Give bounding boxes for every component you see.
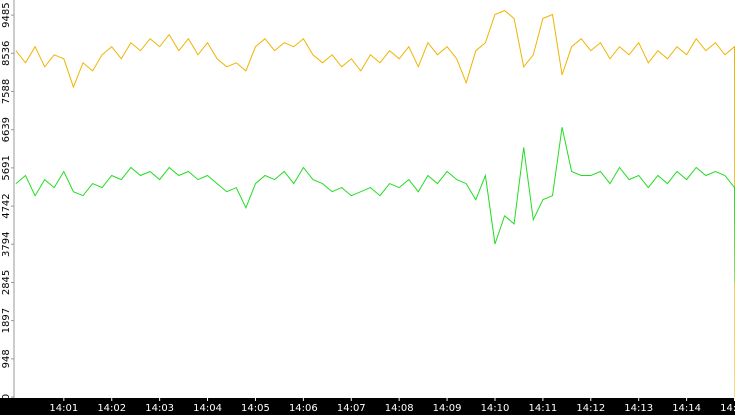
y-tick-label: 4742 [1, 193, 12, 218]
y-tick-label: 5691 [1, 155, 12, 180]
x-tick-label: 14:07 [337, 403, 366, 414]
x-tick-label: 14:12 [576, 403, 605, 414]
y-tick-label: 1897 [1, 308, 12, 333]
x-tick-label: 14:04 [193, 403, 222, 414]
y-tick-label: 0 [1, 394, 12, 400]
y-tick-label: 6639 [1, 117, 12, 142]
y-tick-label: 3794 [1, 232, 12, 257]
x-tick-label: 14:09 [433, 403, 462, 414]
x-tick-label: 14:14 [672, 403, 701, 414]
series-line [15, 127, 735, 284]
x-axis-band [0, 398, 735, 415]
y-tick-label: 7588 [1, 79, 12, 104]
x-tick-label: 14:10 [481, 403, 510, 414]
x-tick-label: 14:08 [385, 403, 414, 414]
x-tick-label: 14:06 [289, 403, 318, 414]
y-tick-label: 948 [1, 349, 12, 368]
x-tick-label: 14:02 [97, 403, 126, 414]
x-tick-label: 14:03 [145, 403, 174, 414]
y-tick-label: 2845 [1, 270, 12, 295]
series-line [15, 9, 735, 398]
y-tick-label: 8536 [1, 41, 12, 66]
x-tick-label: 14:01 [49, 403, 78, 414]
x-tick-label: 14:13 [624, 403, 653, 414]
x-tick-label: 14:15 [720, 403, 735, 414]
x-tick-label: 14:11 [528, 403, 557, 414]
y-tick-label: 9485 [1, 2, 12, 27]
x-tick-label: 14:05 [241, 403, 270, 414]
